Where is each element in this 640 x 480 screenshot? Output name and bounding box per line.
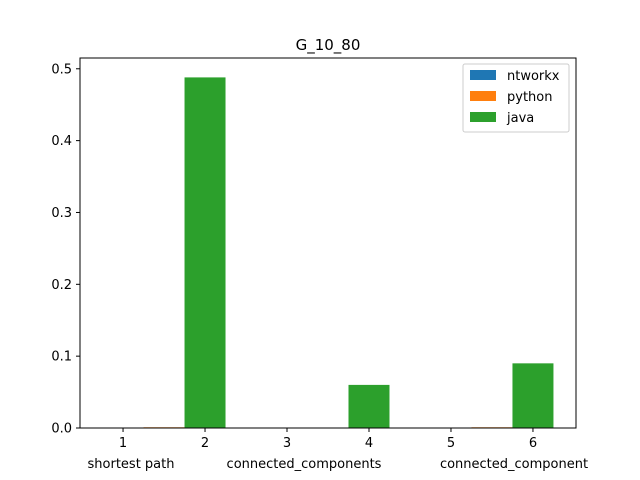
y-axis: 0.0 0.1 0.2 0.3 0.4 0.5 bbox=[51, 62, 80, 437]
legend-label-ntworkx: ntworkx bbox=[507, 69, 560, 84]
y-tick-label-0.5: 0.5 bbox=[51, 62, 72, 77]
x-tick-label-5: 5 bbox=[447, 436, 455, 451]
x-tick-label-1: 1 bbox=[119, 436, 127, 451]
legend: ntworkx python java bbox=[462, 63, 570, 133]
bar-java-4 bbox=[348, 384, 390, 428]
group-label-connected-components: connected_components bbox=[227, 457, 382, 472]
bars-layer bbox=[143, 77, 554, 428]
legend-swatch-ntworkx bbox=[470, 70, 496, 80]
y-tick-label-0.3: 0.3 bbox=[51, 206, 72, 221]
group-labels: shortest path connected_components conne… bbox=[88, 457, 589, 472]
legend-label-java: java bbox=[506, 111, 534, 126]
x-tick-label-3: 3 bbox=[283, 436, 291, 451]
x-axis: 1 2 3 4 5 6 bbox=[119, 428, 537, 451]
group-label-connected-component: connected_component bbox=[440, 457, 588, 472]
x-tick-label-4: 4 bbox=[365, 436, 373, 451]
y-tick-label-0.1: 0.1 bbox=[51, 350, 72, 365]
legend-swatch-python bbox=[470, 91, 496, 101]
bar-java-6 bbox=[512, 363, 554, 428]
legend-swatch-java bbox=[470, 112, 496, 122]
group-label-shortest-path: shortest path bbox=[88, 457, 175, 472]
y-tick-label-0.0: 0.0 bbox=[51, 422, 72, 437]
chart-title: G_10_80 bbox=[296, 36, 361, 55]
legend-label-python: python bbox=[507, 90, 552, 105]
y-tick-label-0.2: 0.2 bbox=[51, 278, 72, 293]
x-tick-label-2: 2 bbox=[201, 436, 209, 451]
plot-frame bbox=[79, 57, 577, 429]
x-tick-label-6: 6 bbox=[529, 436, 537, 451]
bar-java-2 bbox=[184, 77, 226, 428]
y-tick-label-0.4: 0.4 bbox=[51, 134, 72, 149]
